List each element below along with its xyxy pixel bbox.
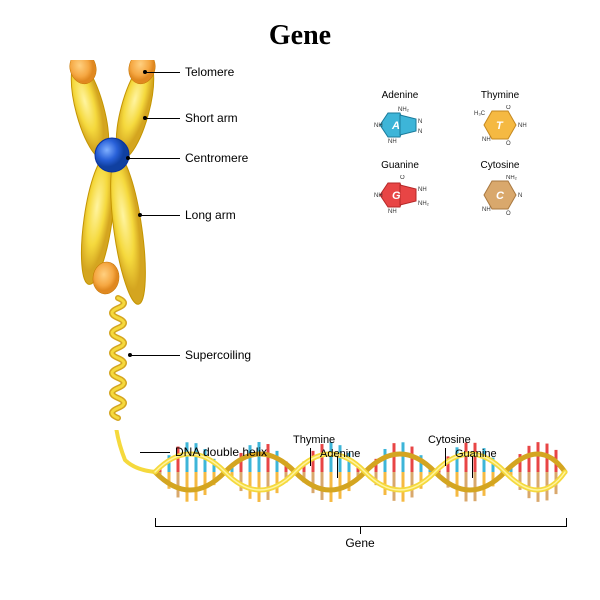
bases-panel: Adenine A NH NH₂ N N NH Thymine T O H₃C … xyxy=(350,90,550,230)
svg-text:NH: NH xyxy=(518,123,527,129)
svg-text:NH: NH xyxy=(374,193,383,199)
label-cytosine-dna: Cytosine xyxy=(428,434,471,446)
svg-text:NH: NH xyxy=(482,207,491,213)
svg-text:NH₂: NH₂ xyxy=(418,201,430,207)
base-guanine: Guanine G NH O NH NH₂ NH xyxy=(355,160,445,220)
page-title: Gene xyxy=(269,20,331,52)
label-adenine-dna: Adenine xyxy=(320,448,360,460)
svg-text:N: N xyxy=(418,119,422,125)
leader-shortarm xyxy=(145,118,180,119)
label-dnahelix: DNA double helix xyxy=(175,445,267,459)
svg-text:O: O xyxy=(400,175,405,181)
base-cytosine: Cytosine C NH₂ N O NH xyxy=(455,160,545,220)
svg-text:NH: NH xyxy=(374,123,383,129)
leader-supercoiling xyxy=(130,355,180,356)
svg-text:O: O xyxy=(506,141,511,145)
svg-text:NH₂: NH₂ xyxy=(398,107,410,113)
gene-bracket xyxy=(155,518,567,527)
svg-text:NH₂: NH₂ xyxy=(506,175,518,181)
leader-telomere xyxy=(145,72,180,73)
svg-text:A: A xyxy=(391,120,400,132)
label-shortarm: Short arm xyxy=(185,111,238,125)
leader-centromere xyxy=(128,158,180,159)
label-longarm: Long arm xyxy=(185,208,236,222)
svg-text:NH: NH xyxy=(418,187,427,193)
label-centromere: Centromere xyxy=(185,151,248,165)
base-adenine: Adenine A NH NH₂ N N NH xyxy=(355,90,445,150)
svg-text:O: O xyxy=(506,105,511,111)
leader-dnahelix xyxy=(140,452,170,453)
svg-text:NH: NH xyxy=(388,139,397,145)
leader-longarm xyxy=(140,215,180,216)
svg-text:NH: NH xyxy=(482,137,491,143)
label-gene: Gene xyxy=(340,536,380,550)
base-thymine: Thymine T O H₃C NH O NH xyxy=(455,90,545,150)
svg-text:N: N xyxy=(518,193,522,199)
svg-text:C: C xyxy=(496,190,505,202)
svg-text:N: N xyxy=(418,129,422,135)
label-telomere: Telomere xyxy=(185,65,234,79)
svg-text:G: G xyxy=(392,190,401,202)
label-thymine-dna: Thymine xyxy=(293,434,335,446)
svg-text:O: O xyxy=(506,211,511,215)
label-guanine-dna: Guanine xyxy=(455,448,497,460)
svg-text:H₃C: H₃C xyxy=(474,111,486,117)
label-supercoiling: Supercoiling xyxy=(185,348,251,362)
svg-text:NH: NH xyxy=(388,209,397,215)
